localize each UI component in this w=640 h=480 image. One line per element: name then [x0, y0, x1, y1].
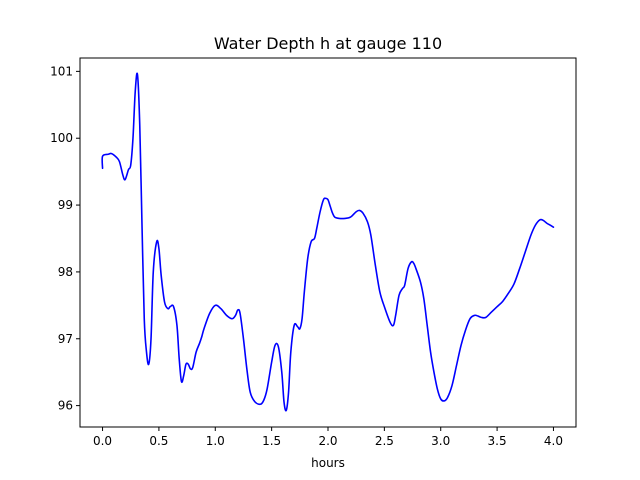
y-tick-label: 98 — [58, 265, 73, 279]
series-line-water-depth — [101, 72, 555, 412]
x-tick-label: 3.5 — [488, 434, 507, 448]
x-tick-label: 4.0 — [544, 434, 563, 448]
y-tick-label: 99 — [58, 198, 73, 212]
y-tick-label: 101 — [50, 64, 73, 78]
x-tick-label: 2.0 — [318, 434, 337, 448]
y-axis: 96 97 98 99 100 101 — [50, 64, 80, 413]
x-tick-label: 3.0 — [431, 434, 450, 448]
x-axis: 0.0 0.5 1.0 1.5 2.0 2.5 3.0 3.5 4.0 — [93, 427, 563, 448]
x-tick-label: 2.5 — [375, 434, 394, 448]
x-tick-label: 1.0 — [206, 434, 225, 448]
y-tick-label: 96 — [58, 399, 73, 413]
x-axis-label: hours — [311, 456, 345, 470]
chart-title: Water Depth h at gauge 110 — [214, 34, 442, 53]
y-tick-label: 100 — [50, 131, 73, 145]
x-tick-label: 0.5 — [149, 434, 168, 448]
y-tick-label: 97 — [58, 332, 73, 346]
x-tick-label: 0.0 — [93, 434, 112, 448]
x-tick-label: 1.5 — [262, 434, 281, 448]
